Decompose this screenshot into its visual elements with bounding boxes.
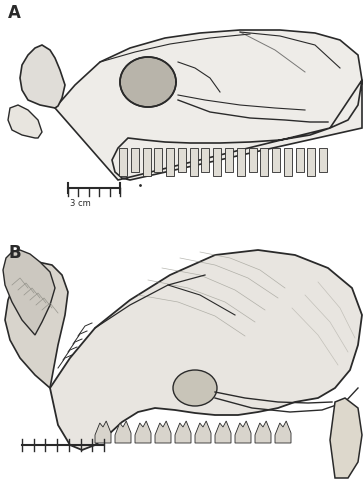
Polygon shape — [5, 262, 68, 388]
Polygon shape — [95, 421, 111, 443]
Bar — [166, 148, 174, 176]
Bar — [296, 148, 304, 172]
Text: 3 cm: 3 cm — [70, 199, 91, 208]
Bar — [190, 148, 198, 176]
Bar — [131, 148, 139, 172]
Ellipse shape — [173, 370, 217, 406]
Text: B: B — [8, 244, 21, 262]
Polygon shape — [50, 250, 362, 450]
Bar — [201, 148, 209, 172]
Polygon shape — [8, 105, 42, 138]
Polygon shape — [255, 421, 271, 443]
Polygon shape — [115, 421, 131, 443]
Bar — [225, 148, 233, 172]
Polygon shape — [20, 45, 65, 108]
Bar — [154, 148, 162, 172]
Polygon shape — [195, 421, 211, 443]
Bar — [319, 148, 327, 172]
Polygon shape — [155, 421, 171, 443]
Ellipse shape — [120, 57, 176, 107]
Polygon shape — [235, 421, 251, 443]
Polygon shape — [55, 30, 362, 180]
Polygon shape — [175, 421, 191, 443]
Bar — [260, 148, 268, 176]
Bar — [213, 148, 221, 176]
Bar — [308, 148, 316, 176]
Bar — [237, 148, 245, 176]
Bar — [272, 148, 280, 172]
Bar — [143, 148, 151, 176]
Polygon shape — [3, 250, 55, 335]
Polygon shape — [215, 421, 231, 443]
Bar — [119, 148, 127, 176]
Polygon shape — [135, 421, 151, 443]
Polygon shape — [275, 421, 291, 443]
Polygon shape — [330, 398, 362, 478]
Bar — [249, 148, 257, 172]
Bar — [284, 148, 292, 176]
Bar — [178, 148, 186, 172]
Text: A: A — [8, 4, 21, 22]
